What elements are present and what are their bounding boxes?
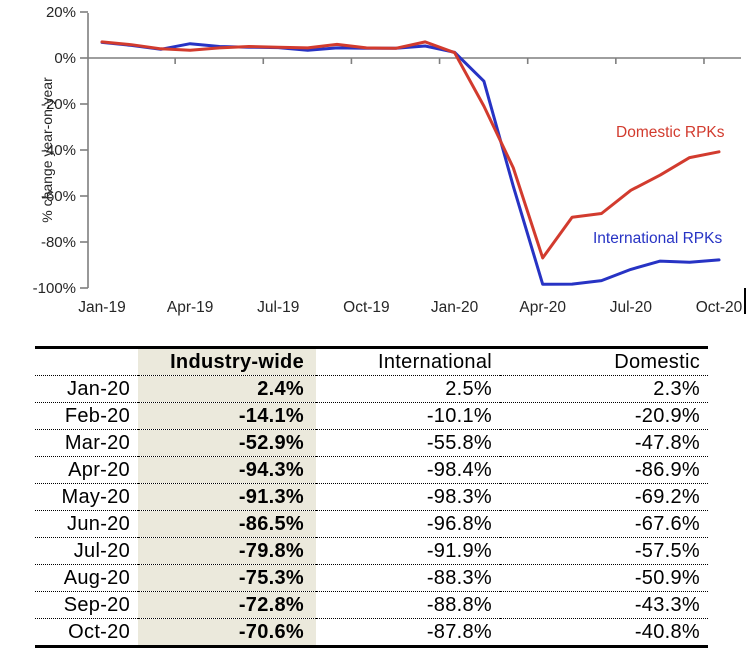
y-tick-label: -80% (41, 234, 76, 251)
table-row: Aug-20 -75.3% -88.3% -50.9% (35, 564, 708, 592)
x-tick-label: Jul-20 (610, 299, 653, 316)
table-row: Feb-20 -14.1% -10.1% -20.9% (35, 402, 708, 430)
cell-industry-wide: -72.8% (138, 591, 316, 619)
x-tick-label: Jan-20 (431, 299, 479, 316)
cell-month: Jan-20 (67, 377, 130, 400)
table-row: Mar-20 -52.9% -55.8% -47.8% (35, 429, 708, 457)
international-rpks-label: International RPKs (593, 230, 722, 247)
cell-industry-wide: -91.3% (138, 483, 316, 511)
cell-industry-wide: -75.3% (138, 564, 316, 592)
x-tick-label: Apr-19 (167, 299, 214, 316)
international-rpks-line (100, 40, 721, 286)
cell-international: -96.8% (426, 512, 492, 535)
rpk-data-table: Industry-wide International Domestic Jan… (35, 346, 708, 648)
cell-domestic: -86.9% (634, 458, 700, 481)
cell-month: May-20 (61, 485, 130, 508)
rpk-line-chart: 20% 0% -20% -40% -60% -80% -100% Jan-19 Apr-19 Ju… (33, 4, 746, 316)
table-row: Jul-20 -79.8% -91.9% -57.5% (35, 537, 708, 565)
domestic-rpks-label: Domestic RPKs (616, 124, 725, 141)
cell-month: Feb-20 (64, 404, 130, 427)
cell-industry-wide: -79.8% (138, 537, 316, 565)
cell-domestic: -69.2% (634, 485, 700, 508)
cell-domestic: -40.8% (634, 620, 700, 643)
cell-international: -10.1% (426, 404, 492, 427)
header-industry-wide: Industry-wide (138, 347, 316, 376)
cell-international: -98.3% (426, 485, 492, 508)
header-domestic: Domestic (614, 350, 700, 373)
cell-international: -91.9% (426, 539, 492, 562)
y-tick-label: -60% (41, 188, 76, 205)
cell-month: Jun-20 (67, 512, 130, 535)
text-cursor-artifact (744, 288, 746, 314)
domestic-rpks-line (100, 40, 721, 260)
cell-international: -88.3% (426, 566, 492, 589)
y-tick-label: -100% (33, 280, 76, 297)
cell-domestic: 2.3% (653, 377, 700, 400)
x-tick-label: Apr-20 (519, 299, 566, 316)
cell-domestic: -50.9% (634, 566, 700, 589)
cell-domestic: -20.9% (634, 404, 700, 427)
header-international: International (378, 350, 492, 373)
x-tick-label: Jul-19 (257, 299, 299, 316)
y-tick-label: 0% (54, 50, 76, 67)
table-header-row: Industry-wide International Domestic (35, 347, 708, 376)
y-tick-label: -20% (41, 96, 76, 113)
table-row: May-20 -91.3% -98.3% -69.2% (35, 483, 708, 511)
cell-industry-wide: 2.4% (138, 375, 316, 403)
header-blank (35, 348, 138, 376)
chart-svg: 20% 0% -20% -40% -60% -80% -100%Jan-19 Apr-19 Ju… (33, 4, 746, 316)
cell-domestic: -43.3% (634, 593, 700, 616)
cell-international: -55.8% (426, 431, 492, 454)
cell-industry-wide: -52.9% (138, 429, 316, 457)
cell-month: Oct-20 (68, 620, 130, 643)
x-tick-label: Jan-19 (78, 299, 125, 316)
cell-month: Sep-20 (63, 593, 130, 616)
table-row: Jun-20 -86.5% -96.8% -67.6% (35, 510, 708, 538)
cell-domestic: -67.6% (634, 512, 700, 535)
cell-month: Aug-20 (63, 566, 130, 589)
table-row: Oct-20 -70.6% -87.8% -40.8% (35, 618, 708, 647)
cell-industry-wide: -94.3% (138, 456, 316, 484)
table-row: Jan-20 2.4% 2.5% 2.3% (35, 375, 708, 403)
y-tick-label: -40% (41, 142, 76, 159)
cell-domestic: -47.8% (634, 431, 700, 454)
y-tick-label: 20% (46, 4, 76, 21)
table-row: Sep-20 -72.8% -88.8% -43.3% (35, 591, 708, 619)
cell-international: -88.8% (426, 593, 492, 616)
x-tick-label: Oct-20 (696, 299, 743, 316)
x-tick-label: Oct-19 (343, 299, 390, 316)
cell-international: 2.5% (445, 377, 492, 400)
cell-domestic: -57.5% (634, 539, 700, 562)
cell-industry-wide: -86.5% (138, 510, 316, 538)
cell-month: Jul-20 (73, 539, 130, 562)
cell-industry-wide: -70.6% (138, 618, 316, 647)
cell-month: Apr-20 (68, 458, 130, 481)
y-axis-title: % change year-on-year (39, 77, 55, 223)
cell-international: -87.8% (426, 620, 492, 643)
cell-industry-wide: -14.1% (138, 402, 316, 430)
cell-month: Mar-20 (64, 431, 130, 454)
table-row: Apr-20 -94.3% -98.4% -86.9% (35, 456, 708, 484)
cell-international: -98.4% (426, 458, 492, 481)
